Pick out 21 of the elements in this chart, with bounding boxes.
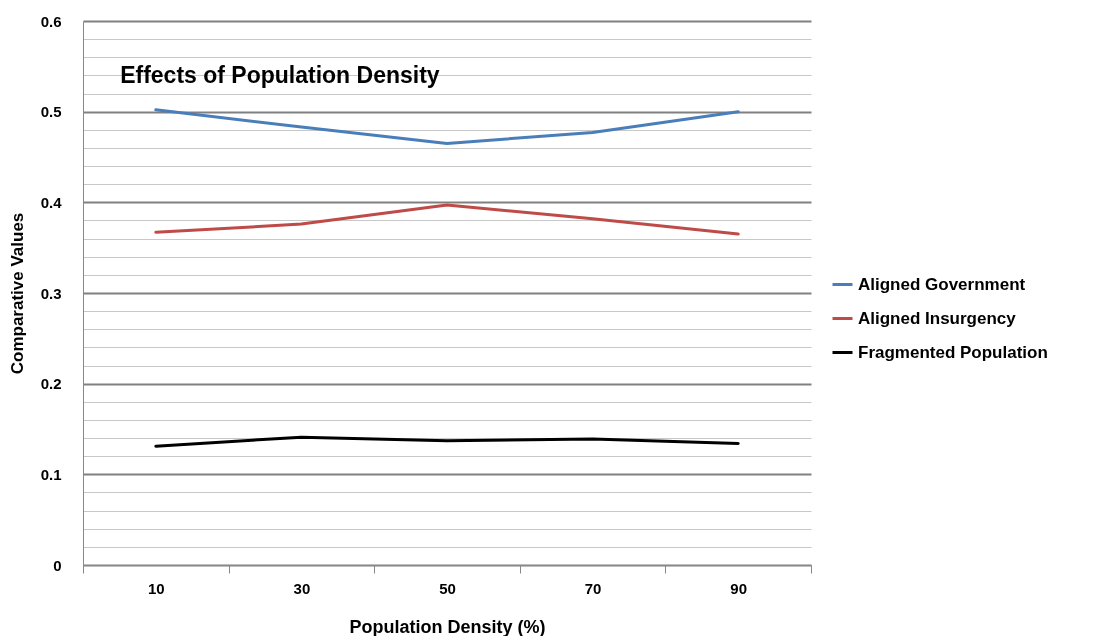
legend-label: Aligned Insurgency xyxy=(858,308,1017,328)
y-axis-title: Comparative Values xyxy=(7,212,27,375)
y-tick-label: 0 xyxy=(53,556,62,574)
x-tick-label: 90 xyxy=(730,579,748,597)
y-tick-label: 0.2 xyxy=(40,375,62,393)
legend-label: Fragmented Population xyxy=(858,342,1048,362)
x-tick-label: 30 xyxy=(293,579,311,597)
y-tick-label: 0.1 xyxy=(40,465,62,483)
x-axis-title: Population Density (%) xyxy=(349,616,546,636)
y-tick-label: 0.5 xyxy=(40,103,62,121)
line-series xyxy=(154,108,740,145)
text: Effects of Population Density xyxy=(120,62,440,88)
y-tick-label: 0.6 xyxy=(40,12,62,30)
x-tick-label: 70 xyxy=(584,579,602,597)
y-tick-label: 0.4 xyxy=(40,193,63,211)
x-tick-label: 10 xyxy=(147,579,165,597)
legend-label: Aligned Government xyxy=(858,274,1026,294)
line-series xyxy=(154,203,740,236)
x-tick-label: 50 xyxy=(439,579,456,597)
line-series xyxy=(154,435,740,448)
y-tick-label: 0.3 xyxy=(40,284,62,302)
